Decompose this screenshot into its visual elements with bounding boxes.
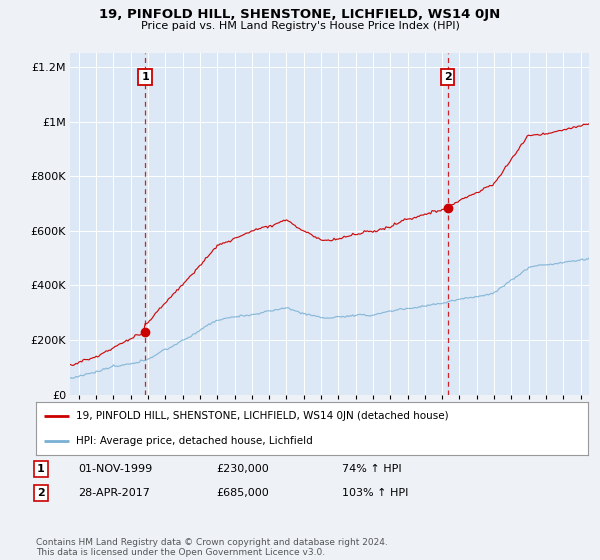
Text: HPI: Average price, detached house, Lichfield: HPI: Average price, detached house, Lich… bbox=[76, 436, 313, 446]
Text: 1: 1 bbox=[141, 72, 149, 82]
Text: 01-NOV-1999: 01-NOV-1999 bbox=[78, 464, 152, 474]
Text: 103% ↑ HPI: 103% ↑ HPI bbox=[342, 488, 409, 498]
Text: 74% ↑ HPI: 74% ↑ HPI bbox=[342, 464, 401, 474]
Text: 19, PINFOLD HILL, SHENSTONE, LICHFIELD, WS14 0JN: 19, PINFOLD HILL, SHENSTONE, LICHFIELD, … bbox=[100, 8, 500, 21]
Text: 19, PINFOLD HILL, SHENSTONE, LICHFIELD, WS14 0JN (detached house): 19, PINFOLD HILL, SHENSTONE, LICHFIELD, … bbox=[76, 412, 448, 422]
Text: 2: 2 bbox=[37, 488, 44, 498]
Text: £230,000: £230,000 bbox=[216, 464, 269, 474]
Text: Contains HM Land Registry data © Crown copyright and database right 2024.
This d: Contains HM Land Registry data © Crown c… bbox=[36, 538, 388, 557]
Text: 1: 1 bbox=[37, 464, 44, 474]
Text: 2: 2 bbox=[444, 72, 452, 82]
Text: £685,000: £685,000 bbox=[216, 488, 269, 498]
Text: 28-APR-2017: 28-APR-2017 bbox=[78, 488, 150, 498]
Text: Price paid vs. HM Land Registry's House Price Index (HPI): Price paid vs. HM Land Registry's House … bbox=[140, 21, 460, 31]
